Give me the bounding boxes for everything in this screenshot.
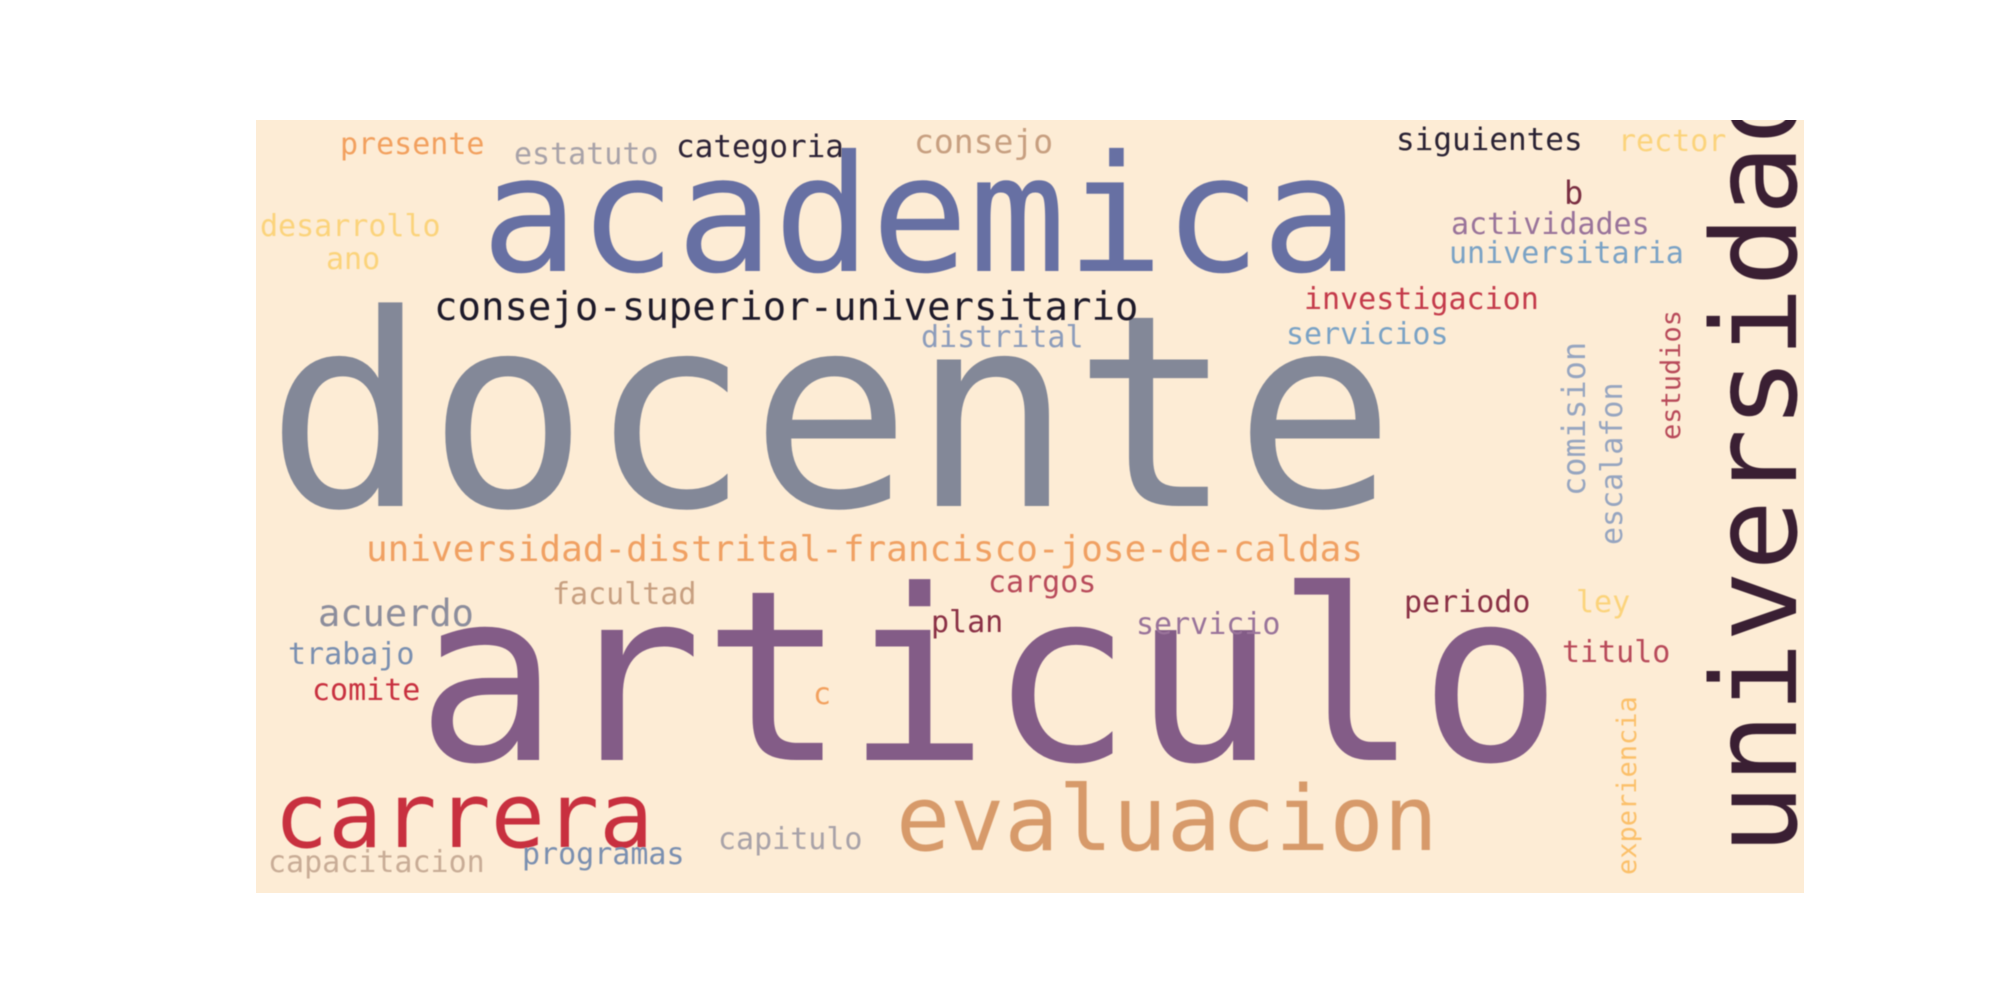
word-servicio: servicio	[1136, 607, 1281, 642]
word-carrera: carrera	[274, 764, 654, 869]
word-servicios: servicios	[1286, 317, 1449, 352]
word-plan: plan	[931, 605, 1004, 640]
word-investigacion: investigacion	[1304, 282, 1539, 317]
word-comite: comite	[312, 673, 421, 708]
word-b: b	[1564, 174, 1584, 212]
word-rector: rector	[1618, 124, 1727, 159]
word-presente: presente	[340, 127, 485, 162]
word-articulo: articulo	[416, 540, 1563, 817]
word-evaluacion: evaluacion	[896, 767, 1438, 872]
word-academica: academica	[481, 122, 1359, 310]
word-ley: ley	[1576, 585, 1631, 620]
word-ano: ano	[326, 242, 381, 277]
word-desarrollo: desarrollo	[260, 209, 441, 244]
word-titulo: titulo	[1562, 635, 1671, 670]
word-actividades: actividades	[1451, 207, 1650, 242]
word-consejo-superior-universitario: consejo-superior-universitario	[434, 285, 1139, 330]
word-escalafon: escalafon	[1595, 382, 1630, 545]
word-programas: programas	[522, 837, 685, 872]
word-estudios: estudios	[1656, 309, 1687, 440]
word-consejo: consejo	[914, 122, 1054, 161]
word-cloud: docente articulo academica universidad e…	[256, 120, 1804, 893]
word-distrital: distrital	[921, 320, 1084, 355]
word-universitaria: universitaria	[1449, 236, 1684, 271]
word-comision: comision	[1555, 341, 1593, 496]
word-estatuto: estatuto	[514, 137, 659, 172]
word-cargos: cargos	[988, 565, 1097, 600]
word-facultad: facultad	[552, 577, 697, 612]
word-acuerdo: acuerdo	[318, 592, 474, 635]
word-capacitacion: capacitacion	[268, 845, 485, 880]
word-capitulo: capitulo	[718, 822, 863, 857]
word-trabajo: trabajo	[288, 637, 415, 672]
word-periodo: periodo	[1404, 585, 1531, 620]
word-universidad-distrital-francisco-jose-de-caldas: universidad-distrital-francisco-jose-de-…	[366, 529, 1363, 570]
word-categoria: categoria	[676, 129, 844, 165]
word-docente: docente	[266, 258, 1396, 570]
word-c: c	[813, 677, 832, 712]
word-experiencia: experiencia	[1612, 696, 1643, 875]
word-siguientes: siguientes	[1396, 122, 1583, 158]
word-universidad: universidad	[1686, 120, 1804, 855]
